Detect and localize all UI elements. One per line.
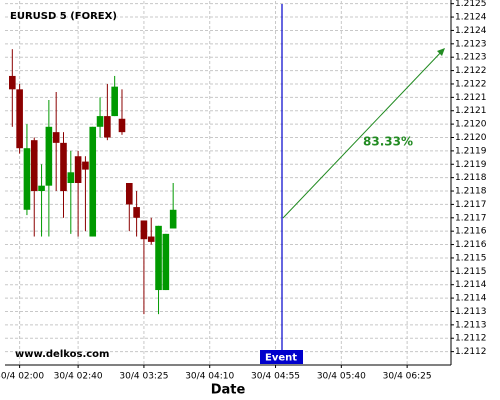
x-tick-label: 30/4 04:55 <box>251 372 300 382</box>
candle-body <box>89 126 97 237</box>
x-tick-label: 30/4 06:25 <box>383 372 432 382</box>
y-tick-label: 1.2112 <box>455 347 487 357</box>
y-tick-label: 1.2115 <box>455 253 487 263</box>
y-tick-label: 1.2122 <box>455 66 487 76</box>
annotation: 83.33% <box>363 135 413 149</box>
arrow-head <box>437 48 445 56</box>
y-tick-label: 1.2113 <box>455 307 487 317</box>
candle-body <box>125 183 133 205</box>
candle-body <box>133 207 140 218</box>
y-tick-label: 1.2124 <box>455 26 487 36</box>
candle-body <box>155 225 162 291</box>
y-tick-label: 1.2120 <box>455 133 487 143</box>
candle-body <box>30 140 38 192</box>
y-tick-label: 1.2119 <box>455 160 487 170</box>
y-tick-label: 1.2117 <box>455 200 487 210</box>
y-tick-label: 1.2123 <box>455 39 487 49</box>
arrow <box>282 48 445 219</box>
y-tick-label: 1.2125 <box>455 0 487 9</box>
event-box <box>260 350 303 364</box>
y-tick-label: 1.2114 <box>455 294 487 304</box>
candle-body <box>111 86 118 117</box>
y-tick-label: 1.2118 <box>455 187 487 197</box>
grid <box>5 1 451 365</box>
x-tick-label: 30/4 03:25 <box>119 372 168 382</box>
candle-body <box>140 220 148 240</box>
x-tick-label: 30/4 04:10 <box>185 372 234 382</box>
chart-title: EURUSD 5 (FOREX) <box>10 11 117 22</box>
candle-body <box>45 126 53 186</box>
candle-body <box>169 209 177 229</box>
candle-body <box>16 89 23 149</box>
candle-body <box>67 172 75 183</box>
candle-body <box>52 132 60 143</box>
y-tick-label: 1.2112 <box>455 334 487 344</box>
candle-body <box>23 148 31 210</box>
candle-body <box>162 233 170 291</box>
y-tick-label: 1.2119 <box>455 146 487 156</box>
candle-body <box>118 118 126 133</box>
y-tick-label: 1.2121 <box>455 106 487 116</box>
candle-body <box>104 116 111 138</box>
y-tick-label: 1.2123 <box>455 53 487 63</box>
y-tick-label: 1.2121 <box>455 93 487 103</box>
watermark: www.delkos.com <box>15 349 109 360</box>
y-tick-label: 1.2115 <box>455 267 487 277</box>
candle-body <box>82 161 89 170</box>
y-tick-label: 1.2122 <box>455 79 487 89</box>
event-label: Event <box>265 353 297 364</box>
y-tick-label: 1.2124 <box>455 13 487 23</box>
candle-body <box>147 236 155 242</box>
y-tick-label: 1.2116 <box>455 227 487 237</box>
y-tick-label: 1.2120 <box>455 120 487 130</box>
candle-body <box>74 156 82 183</box>
y-tick-label: 1.2116 <box>455 240 487 250</box>
x-tick-label: 30/4 02:00 <box>0 372 44 382</box>
y-tick-label: 1.2113 <box>455 320 487 330</box>
y-tick-label: 1.2114 <box>455 280 487 290</box>
candle-body <box>96 116 104 127</box>
x-tick-label: 30/4 02:40 <box>54 372 103 382</box>
candle-body <box>9 75 16 90</box>
candles <box>9 49 177 315</box>
candle-body <box>60 142 67 192</box>
candle-body <box>38 185 45 192</box>
y-tick-label: 1.2118 <box>455 173 487 183</box>
x-axis-label: Date <box>211 383 246 398</box>
x-tick-label: 30/4 05:40 <box>317 372 366 382</box>
y-tick-label: 1.2117 <box>455 213 487 223</box>
